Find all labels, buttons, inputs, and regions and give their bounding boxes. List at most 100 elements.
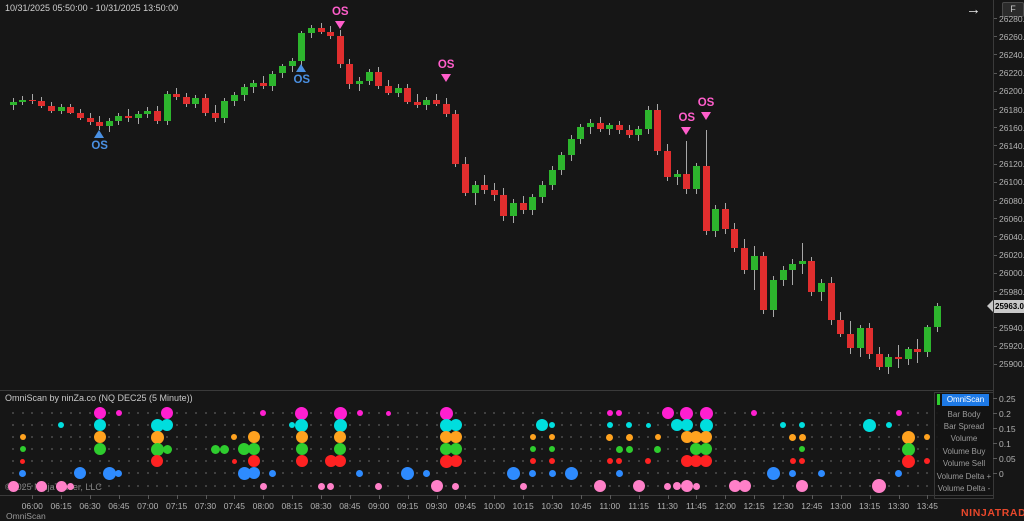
candle <box>664 150 671 178</box>
legend-item-volume[interactable]: Volume <box>950 434 978 443</box>
placeholder-dot <box>117 448 120 450</box>
placeholder-dot <box>839 436 842 438</box>
time-axis[interactable]: 06:00 06:15 06:30 06:45 07:00 07:15 07:30 07:45… <box>0 495 993 511</box>
candle <box>577 127 585 140</box>
bar-spread-signal-dot <box>671 419 684 431</box>
placeholder-dot <box>839 412 842 414</box>
legend-item-volume-sell[interactable]: Volume Sell <box>942 459 986 468</box>
time-tick-label: 07:30 <box>194 501 217 511</box>
candlestick-plot[interactable]: OS OS OS OS OS OS <box>0 0 993 390</box>
os-marker-label: OS <box>678 112 696 124</box>
placeholder-dot <box>262 472 265 474</box>
placeholder-dot <box>397 424 399 426</box>
candle <box>529 197 537 210</box>
placeholder-dot <box>137 436 140 438</box>
placeholder-dot <box>676 448 679 450</box>
indicator-color-swatch <box>937 394 940 405</box>
placeholder-dot <box>656 485 659 487</box>
candle-wick <box>474 180 476 205</box>
jump-to-last-bar-icon[interactable]: → <box>966 1 981 18</box>
placeholder-dot <box>926 485 929 487</box>
placeholder-dot <box>916 460 919 462</box>
tab-omniscan[interactable]: OmniScan <box>6 511 46 521</box>
legend-item-volume-delta-minus[interactable]: Volume Delta - <box>937 484 991 493</box>
placeholder-dot <box>868 412 871 414</box>
placeholder-dot <box>387 424 390 426</box>
os-down-triangle-icon <box>334 21 345 29</box>
placeholder-dot <box>782 412 784 414</box>
bar-body-signal-dot <box>680 406 694 420</box>
omniscan-panel[interactable] <box>0 390 993 495</box>
placeholder-dot <box>368 436 371 438</box>
panel-value-tick-label: 0.2 <box>999 408 1011 419</box>
legend-item-omniscan[interactable]: OmniScan <box>942 394 989 406</box>
price-axis[interactable]: 26280.00 26260.00 26240.00 26220.00 26200.00… <box>987 0 1024 495</box>
price-tick-mark <box>993 236 997 238</box>
time-tick-label: 09:00 <box>368 501 390 511</box>
placeholder-dot <box>907 424 910 426</box>
placeholder-dot <box>512 448 515 450</box>
placeholder-dot <box>647 472 650 474</box>
placeholder-dot <box>916 472 919 474</box>
time-tick-mark <box>754 495 756 499</box>
bar-spread-signal-dot <box>439 418 453 432</box>
volume-delta-minus-signal-dot <box>259 482 267 490</box>
placeholder-dot <box>502 436 505 438</box>
bar-body-signal-dot <box>385 410 391 416</box>
volume-delta-plus-signal-dot <box>247 467 260 479</box>
placeholder-dot <box>608 472 611 474</box>
placeholder-dot <box>358 424 361 426</box>
placeholder-dot <box>291 472 294 474</box>
time-tick-mark <box>61 495 63 499</box>
volume-signal-dot <box>529 434 536 440</box>
placeholder-dot <box>628 412 630 414</box>
placeholder-dot <box>60 472 63 474</box>
candle <box>760 255 768 311</box>
candle <box>298 33 306 61</box>
placeholder-dot <box>127 436 130 438</box>
time-tick-label: 10:45 <box>570 501 592 511</box>
legend-item-bar-body[interactable]: Bar Body <box>947 410 981 419</box>
placeholder-dot <box>137 472 140 474</box>
placeholder-dot <box>878 436 881 438</box>
placeholder-dot <box>146 412 149 414</box>
legend-item-bar-spread[interactable]: Bar Spread <box>943 422 985 431</box>
placeholder-dot <box>50 485 53 487</box>
candle <box>442 103 450 115</box>
price-tick-mark <box>993 345 997 347</box>
price-tick-label: 26220.00 <box>999 68 1024 79</box>
placeholder-dot <box>320 436 322 438</box>
placeholder-dot <box>868 460 871 462</box>
placeholder-dot <box>117 436 120 438</box>
time-tick-label: 10:30 <box>541 501 563 511</box>
volume-delta-minus-signal-dot <box>664 482 671 490</box>
panel-value-tick-mark <box>993 413 997 414</box>
placeholder-dot <box>695 412 698 414</box>
placeholder-dot <box>397 460 399 462</box>
placeholder-dot <box>695 424 698 426</box>
placeholder-dot <box>12 448 14 450</box>
candle <box>144 110 152 114</box>
time-tick-label: 09:15 <box>396 501 419 511</box>
time-tick-mark <box>523 495 525 499</box>
legend-item-volume-buy[interactable]: Volume Buy <box>942 447 986 456</box>
bar-spread-signal-dot <box>799 422 806 428</box>
time-tick-mark <box>118 495 120 499</box>
placeholder-dot <box>89 424 91 426</box>
placeholder-dot <box>348 472 351 474</box>
placeholder-dot <box>40 460 43 462</box>
volume-delta-minus-signal-dot <box>796 480 809 492</box>
candle-wick <box>436 93 437 107</box>
price-tick-mark <box>993 90 997 92</box>
copyright-label: ©2025 NinjaTrader, LLC <box>5 482 102 492</box>
placeholder-dot <box>358 436 361 438</box>
placeholder-dot <box>647 436 650 438</box>
placeholder-dot <box>79 436 82 438</box>
candle <box>769 280 777 311</box>
candle <box>346 64 354 85</box>
placeholder-dot <box>291 485 294 487</box>
legend-item-volume-delta-plus[interactable]: Volume Delta + <box>936 472 992 481</box>
placeholder-dot <box>425 448 428 450</box>
volume-delta-plus-signal-dot <box>564 466 578 480</box>
candle <box>914 349 922 352</box>
